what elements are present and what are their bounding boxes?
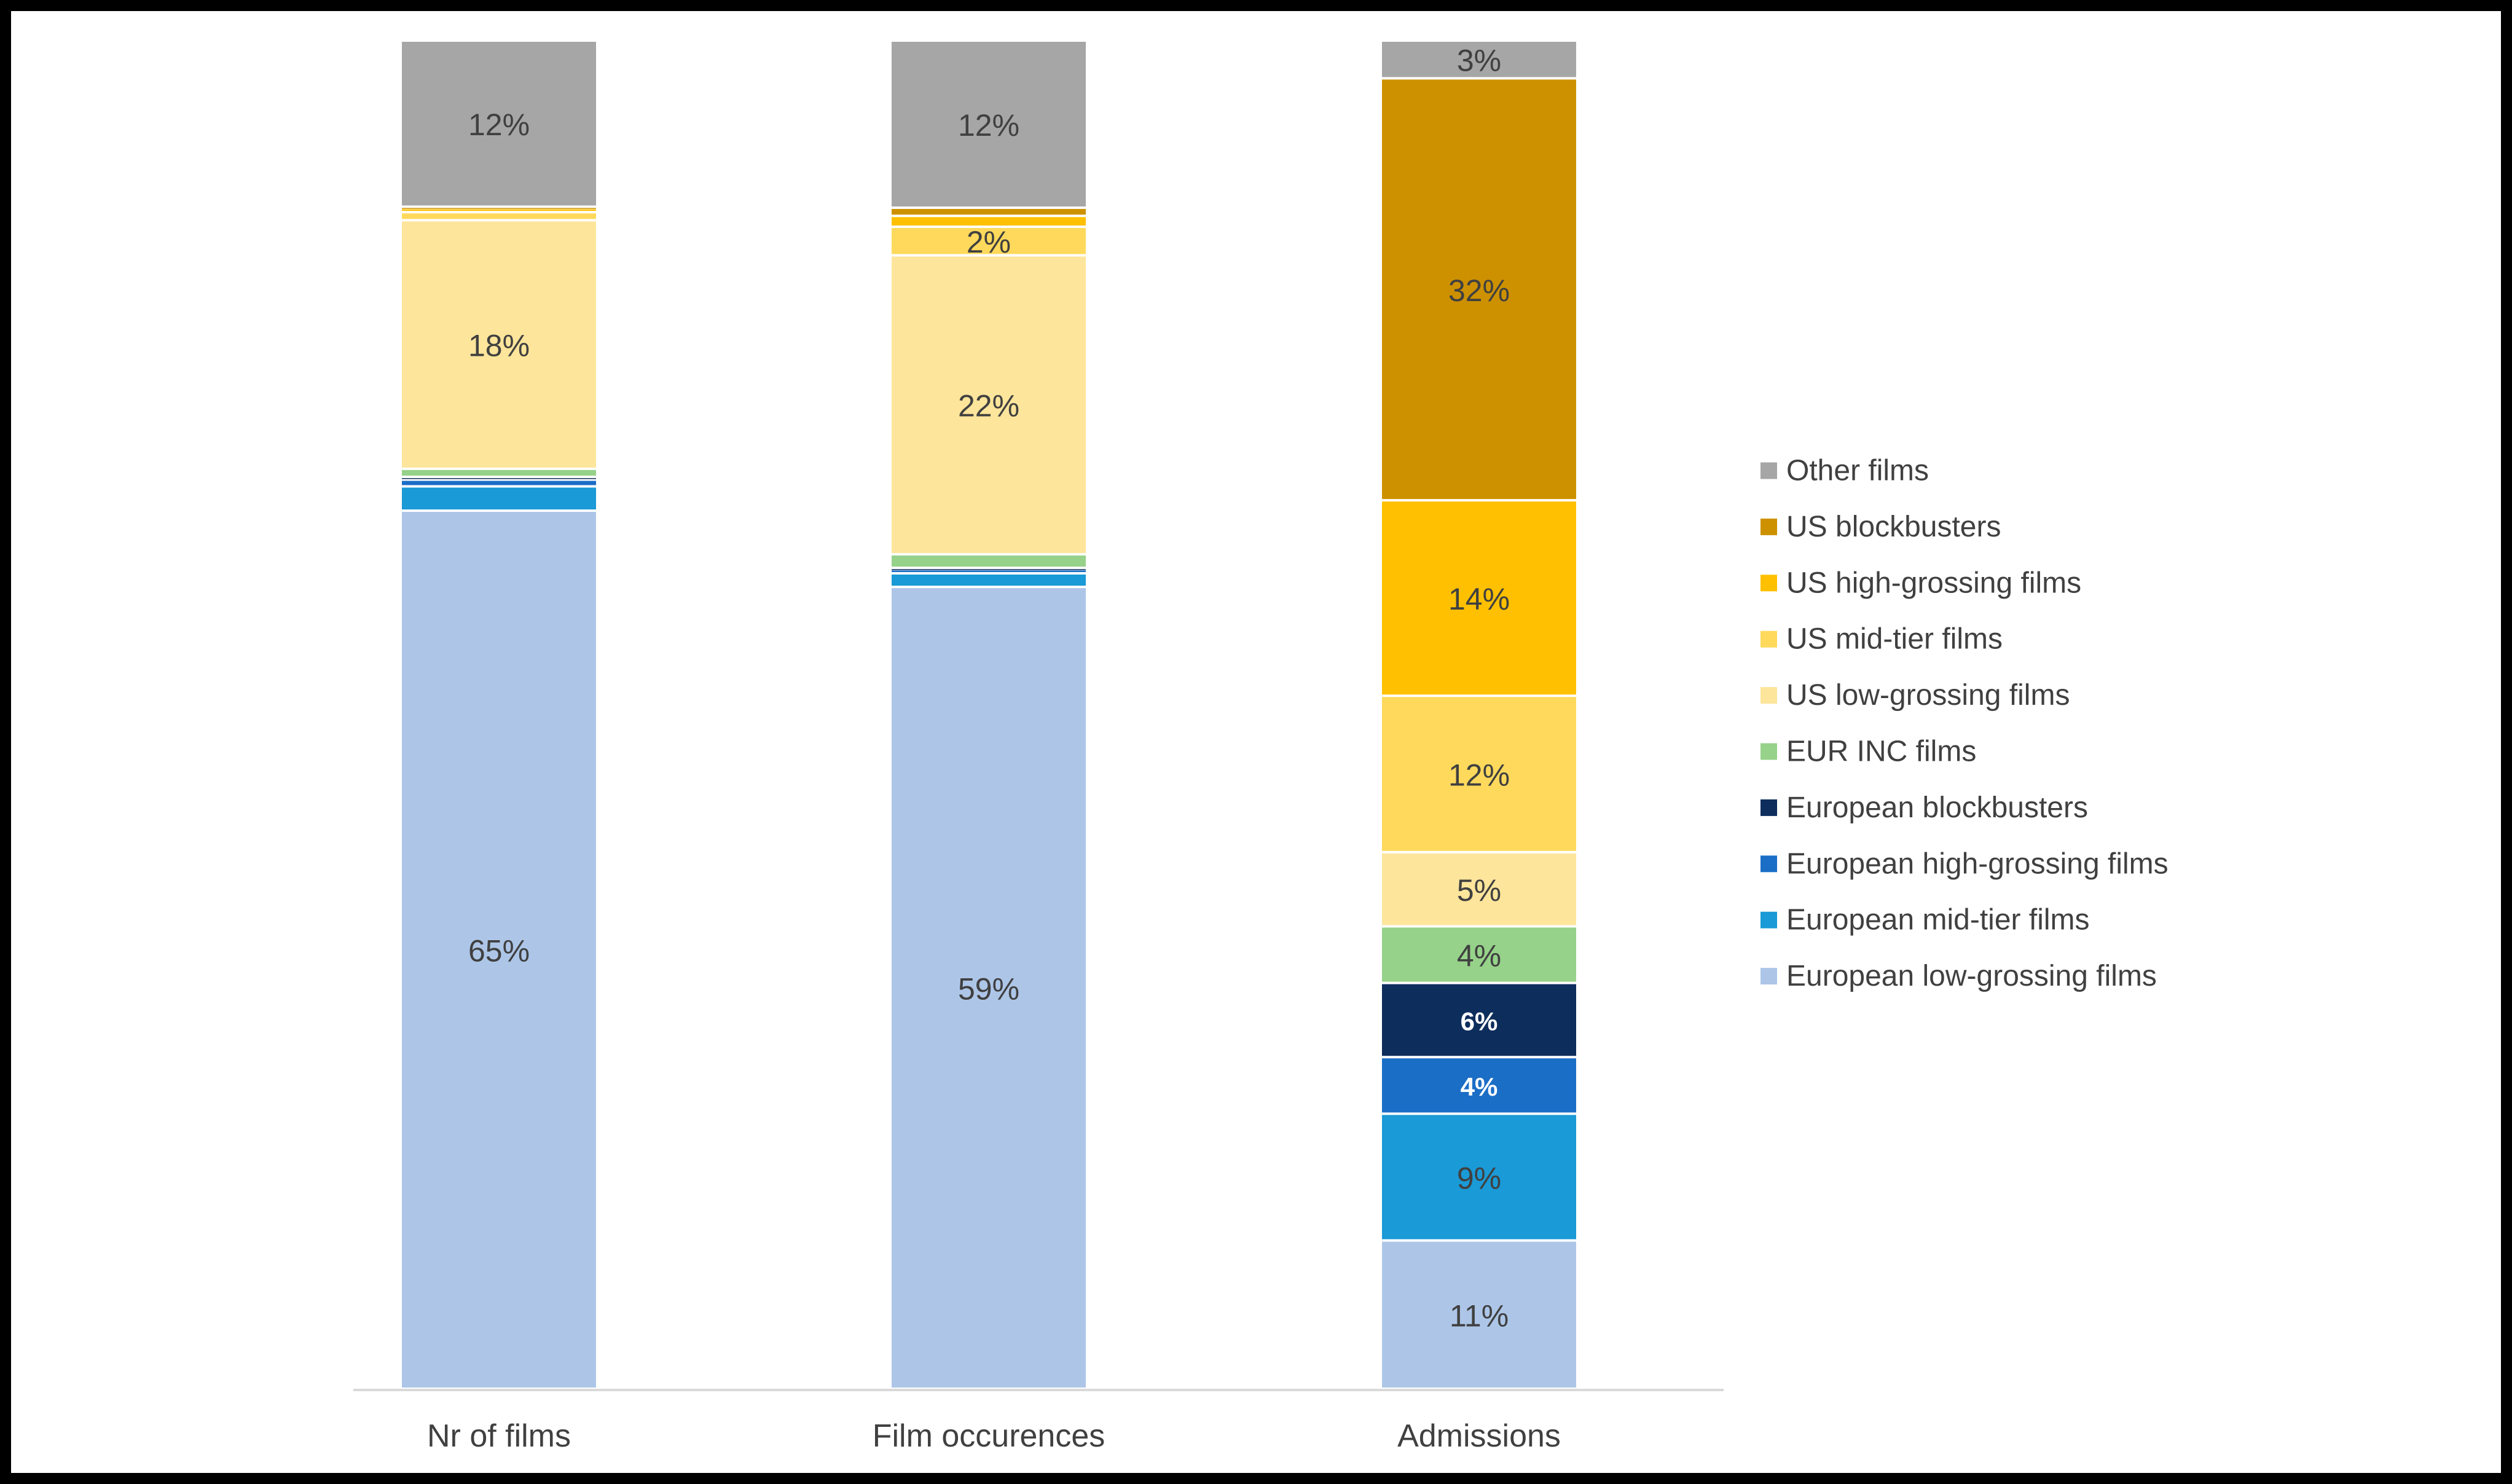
legend-swatch-us-mid-tier-films bbox=[1760, 630, 1777, 648]
bar-nr-of-films-european-low-grossing-films bbox=[402, 512, 596, 1388]
bar-nr-of-films-european-high-grossing-films bbox=[402, 481, 596, 485]
x-tick-label-film-occurences: Film occurences bbox=[873, 1418, 1105, 1454]
data-label-admissions-us-mid-tier-films: 12% bbox=[1448, 758, 1510, 793]
legend-item-european-mid-tier-films: European mid-tier films bbox=[1760, 904, 2090, 936]
legend-swatch-eur-inc-films bbox=[1760, 743, 1777, 760]
bar-nr-of-films-other-films bbox=[402, 42, 596, 206]
bar-nr-of-films-us-blockbusters bbox=[402, 208, 596, 209]
bar-admissions-european-blockbusters bbox=[1382, 984, 1576, 1056]
legend-item-european-low-grossing-films: European low-grossing films bbox=[1760, 960, 2157, 992]
legend-label-us-high-grossing-films: US high-grossing films bbox=[1786, 567, 2081, 599]
data-label-admissions-us-high-grossing-films: 14% bbox=[1448, 582, 1510, 616]
legend-label-european-low-grossing-films: European low-grossing films bbox=[1786, 960, 2157, 992]
legend-item-european-high-grossing-films: European high-grossing films bbox=[1760, 847, 2169, 880]
bar-nr-of-films-us-mid-tier-films bbox=[402, 213, 596, 219]
bar-film-occurences-european-low-grossing-films bbox=[892, 588, 1086, 1388]
legend-swatch-us-blockbusters bbox=[1760, 518, 1777, 535]
bar-admissions-eur-inc-films bbox=[1382, 927, 1576, 982]
legend-item-other-films: Other films bbox=[1760, 455, 1929, 487]
data-label-admissions-us-low-grossing-films: 5% bbox=[1457, 873, 1501, 908]
data-label-film-occurences-european-low-grossing-films: 59% bbox=[958, 972, 1019, 1007]
legend-item-eur-inc-films: EUR INC films bbox=[1760, 736, 1976, 768]
data-label-film-occurences-other-films: 12% bbox=[958, 108, 1019, 143]
legend-item-us-blockbusters: US blockbusters bbox=[1760, 511, 2001, 543]
x-tick-labels: Nr of films Film occurences Admissions bbox=[427, 1418, 1561, 1454]
legend-item-us-high-grossing-films: US high-grossing films bbox=[1760, 567, 2081, 599]
data-label-admissions-european-high-grossing-films: 4% bbox=[1461, 1072, 1498, 1101]
bar-nr-of-films-us-high-grossing-films bbox=[402, 209, 596, 211]
bar-film-occurences-eur-inc-films bbox=[892, 556, 1086, 567]
data-label-film-occurences-us-mid-tier-films: 2% bbox=[967, 225, 1011, 259]
data-label-admissions-european-low-grossing-films: 11% bbox=[1450, 1298, 1509, 1333]
bar-film-occurences-us-mid-tier-films bbox=[892, 228, 1086, 254]
legend-label-us-mid-tier-films: US mid-tier films bbox=[1786, 623, 2003, 656]
legend-swatch-european-high-grossing-films bbox=[1760, 855, 1777, 873]
bar-admissions-european-low-grossing-films bbox=[1382, 1241, 1576, 1388]
data-label-admissions-other-films: 3% bbox=[1457, 44, 1501, 78]
bar-admissions-other-films bbox=[1382, 42, 1576, 77]
data-label-admissions-european-blockbusters: 6% bbox=[1461, 1007, 1498, 1035]
x-tick-label-admissions: Admissions bbox=[1397, 1418, 1561, 1454]
legend-swatch-other-films bbox=[1760, 462, 1777, 479]
data-label-nr-of-films-european-low-grossing-films: 65% bbox=[468, 934, 530, 968]
legend-label-european-high-grossing-films: European high-grossing films bbox=[1786, 847, 2169, 880]
bar-film-occurences-us-low-grossing-films bbox=[892, 256, 1086, 554]
data-label-nr-of-films-us-low-grossing-films: 18% bbox=[468, 329, 530, 363]
legend-item-european-blockbusters: European blockbusters bbox=[1760, 791, 2088, 824]
bar-film-occurences-us-blockbusters bbox=[892, 209, 1086, 215]
legend-label-eur-inc-films: EUR INC films bbox=[1786, 736, 1976, 768]
legend-swatch-us-high-grossing-films bbox=[1760, 575, 1777, 592]
bar-film-occurences-us-high-grossing-films bbox=[892, 217, 1086, 226]
bar-film-occurences-european-high-grossing-films bbox=[892, 570, 1086, 572]
data-label-nr-of-films-other-films: 12% bbox=[468, 108, 530, 142]
bar-nr-of-films-eur-inc-films bbox=[402, 469, 596, 476]
legend-label-european-blockbusters: European blockbusters bbox=[1786, 791, 2088, 824]
bars-group: 65% 18% 12% 59% 22% 2% 12% 11% 9% 4% 6% 4% 5% 12% 14% 3… bbox=[402, 42, 1576, 1388]
bar-film-occurences-other-films bbox=[892, 42, 1086, 207]
bar-film-occurences-european-mid-tier-films bbox=[892, 574, 1086, 586]
data-label-admissions-eur-inc-films: 4% bbox=[1457, 939, 1501, 973]
bar-admissions-european-mid-tier-films bbox=[1382, 1115, 1576, 1239]
bar-admissions-us-low-grossing-films bbox=[1382, 853, 1576, 925]
data-label-admissions-european-mid-tier-films: 9% bbox=[1457, 1161, 1501, 1196]
bar-nr-of-films-us-low-grossing-films bbox=[402, 221, 596, 468]
x-tick-label-nr-of-films: Nr of films bbox=[427, 1418, 571, 1454]
bar-admissions-us-mid-tier-films bbox=[1382, 697, 1576, 851]
data-label-admissions-us-blockbusters: 32% bbox=[1448, 273, 1510, 308]
bar-nr-of-films-european-mid-tier-films bbox=[402, 487, 596, 510]
legend-swatch-european-blockbusters bbox=[1760, 799, 1777, 816]
legend-item-us-low-grossing-films: US low-grossing films bbox=[1760, 679, 2070, 712]
bar-nr-of-films-european-blockbusters bbox=[402, 478, 596, 479]
legend-label-us-blockbusters: US blockbusters bbox=[1786, 511, 2001, 543]
legend-label-european-mid-tier-films: European mid-tier films bbox=[1786, 904, 2090, 936]
legend-label-us-low-grossing-films: US low-grossing films bbox=[1786, 679, 2070, 712]
legend-swatch-us-low-grossing-films bbox=[1760, 687, 1777, 704]
legend-swatch-european-low-grossing-films bbox=[1760, 968, 1777, 985]
bar-admissions-us-blockbusters bbox=[1382, 79, 1576, 500]
legend-item-us-mid-tier-films: US mid-tier films bbox=[1760, 623, 2003, 656]
bar-admissions-us-high-grossing-films bbox=[1382, 501, 1576, 695]
bar-film-occurences-european-blockbusters bbox=[892, 569, 1086, 570]
legend-label-other-films: Other films bbox=[1786, 455, 1929, 487]
legend: Other films US blockbusters US high-grossi… bbox=[1760, 455, 2169, 992]
legend-swatch-european-mid-tier-films bbox=[1760, 911, 1777, 928]
data-label-film-occurences-us-low-grossing-films: 22% bbox=[958, 389, 1019, 423]
bar-admissions-european-high-grossing-films bbox=[1382, 1058, 1576, 1113]
